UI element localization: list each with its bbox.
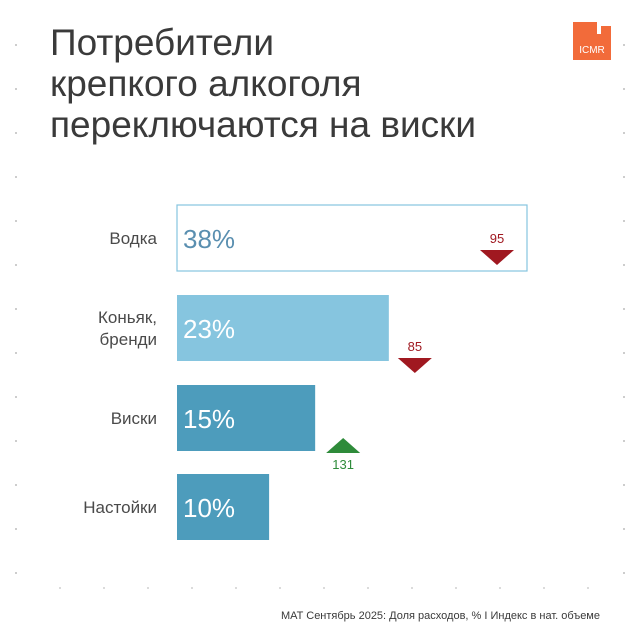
- title-line-3: переключаются на виски: [50, 104, 477, 145]
- category-label: Виски: [111, 409, 157, 428]
- index-label: 95: [490, 231, 504, 246]
- bar: [177, 385, 316, 451]
- logo-text: ICMR: [579, 45, 605, 56]
- bar-value-label: 10%: [183, 493, 235, 523]
- title-line-2: крепкого алкоголя: [50, 63, 362, 104]
- bar-value-label: 23%: [183, 314, 235, 344]
- page-title: Потребители крепкого алкоголя переключаю…: [50, 22, 476, 145]
- bar-chart: Водка 38% 95 Коньяк, бренди 23% 85 Виски 15% 131 Н…: [83, 204, 528, 540]
- category-label: Коньяк, бренди: [98, 308, 157, 349]
- bar: [177, 474, 270, 540]
- title-line-1: Потребители: [50, 22, 275, 63]
- index-label: 85: [408, 339, 422, 354]
- index-label: 131: [332, 457, 354, 472]
- category-label: Водка: [109, 229, 157, 248]
- icmr-logo: ICMR: [573, 22, 611, 60]
- footnote: MAT Сентябрь 2025: Доля расходов, % I Ин…: [280, 610, 600, 622]
- bar: [176, 204, 528, 272]
- bar-value-label: 38%: [183, 224, 235, 254]
- index-down-triangle-icon: [480, 250, 514, 265]
- bar: [177, 295, 389, 361]
- category-label: Настойки: [83, 498, 157, 517]
- bar-value-label: 15%: [183, 404, 235, 434]
- index-up-triangle-icon: [326, 438, 361, 453]
- index-down-triangle-icon: [397, 358, 432, 373]
